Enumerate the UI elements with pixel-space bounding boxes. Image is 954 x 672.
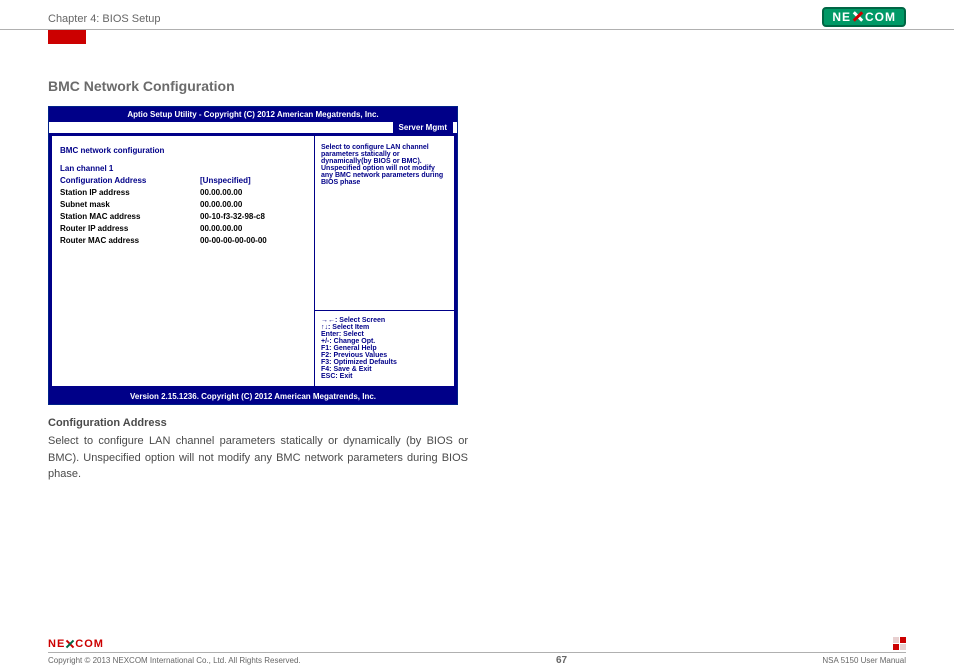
bios-value: 00.00.00.00: [200, 199, 306, 211]
bios-key-legend: →←: Select Screen ↑↓: Select Item Enter:…: [315, 310, 454, 386]
bios-label: Lan channel 1: [60, 163, 200, 175]
bios-row: Station MAC address 00-10-f3-32-98-c8: [60, 211, 306, 223]
bios-help-text: Select to configure LAN channel paramete…: [315, 136, 454, 310]
red-tab-decoration: [48, 30, 86, 44]
page-number: 67: [556, 655, 567, 666]
bios-label: Station IP address: [60, 187, 200, 199]
bios-key: ESC: Exit: [321, 373, 448, 380]
bios-label: Configuration Address: [60, 175, 200, 187]
bios-title-bar: Aptio Setup Utility - Copyright (C) 2012…: [49, 107, 457, 122]
logo-x-icon: [65, 639, 75, 649]
brand-logo-top: NE COM: [822, 7, 906, 27]
bios-key: Enter: Select: [321, 331, 448, 338]
bios-row: Configuration Address [Unspecified]: [60, 175, 306, 187]
bios-key: F1: General Help: [321, 345, 448, 352]
bios-value: 00.00.00.00: [200, 223, 306, 235]
bios-row: Station IP address 00.00.00.00: [60, 187, 306, 199]
bios-row: Subnet mask 00.00.00.00: [60, 199, 306, 211]
bios-heading: BMC network configuration: [60, 146, 306, 155]
bios-key: →←: Select Screen: [321, 317, 448, 324]
logo-x-icon: [852, 11, 864, 23]
manual-name: NSA 5150 User Manual: [822, 656, 906, 665]
section-title: BMC Network Configuration: [48, 78, 432, 94]
bios-screenshot: Aptio Setup Utility - Copyright (C) 2012…: [48, 106, 458, 405]
bios-row: Router IP address 00.00.00.00: [60, 223, 306, 235]
description-text: Select to configure LAN channel paramete…: [48, 433, 468, 483]
logo-text-right: COM: [75, 638, 104, 650]
bios-label: Router MAC address: [60, 235, 200, 247]
copyright-text: Copyright © 2013 NEXCOM International Co…: [48, 656, 301, 665]
bios-tab-server-mgmt: Server Mgmt: [393, 122, 453, 133]
bios-row: Lan channel 1: [60, 163, 306, 175]
bios-left-panel: BMC network configuration Lan channel 1 …: [52, 136, 314, 386]
bios-key: F4: Save & Exit: [321, 366, 448, 373]
description-title: Configuration Address: [48, 417, 432, 429]
bios-row: Router MAC address 00-00-00-00-00-00: [60, 235, 306, 247]
bios-key: +/-: Change Opt.: [321, 338, 448, 345]
logo-text-right: COM: [865, 10, 896, 24]
bios-label: Station MAC address: [60, 211, 200, 223]
bios-value: 00.00.00.00: [200, 187, 306, 199]
bios-value: 00-00-00-00-00-00: [200, 235, 306, 247]
logo-text-left: NE: [832, 10, 851, 24]
chapter-title: Chapter 4: BIOS Setup: [48, 13, 161, 29]
bios-value: [200, 163, 306, 175]
bios-value: 00-10-f3-32-98-c8: [200, 211, 306, 223]
bios-tab-bar: Server Mgmt: [49, 122, 457, 133]
bios-label: Subnet mask: [60, 199, 200, 211]
corner-decoration: [893, 637, 906, 650]
bios-footer: Version 2.15.1236. Copyright (C) 2012 Am…: [49, 389, 457, 404]
bios-label: Router IP address: [60, 223, 200, 235]
bios-value: [Unspecified]: [200, 175, 306, 187]
bios-key: ↑↓: Select Item: [321, 324, 448, 331]
bios-key: F3: Optimized Defaults: [321, 359, 448, 366]
bios-key: F2: Previous Values: [321, 352, 448, 359]
logo-text-left: NE: [48, 638, 65, 650]
brand-logo-bottom: NE COM: [48, 638, 104, 650]
